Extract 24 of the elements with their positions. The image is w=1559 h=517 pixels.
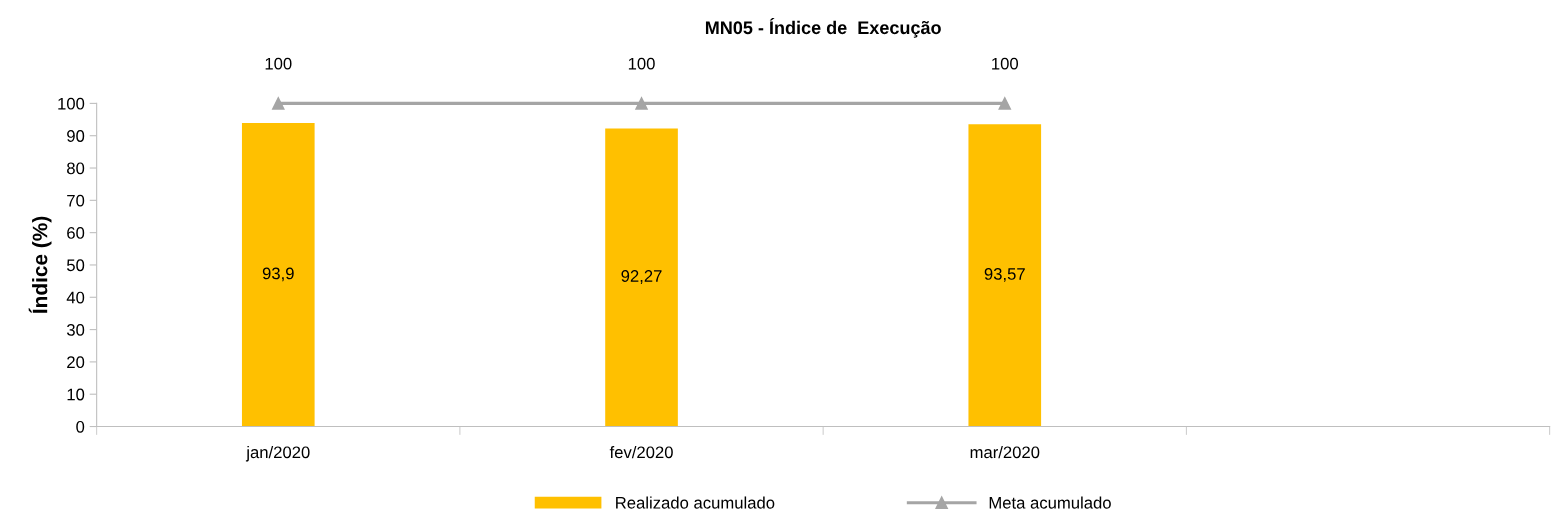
x-tick-label: jan/2020 (245, 445, 310, 462)
data-label: 93,9 (262, 267, 294, 282)
y-tick-label: 10 (67, 388, 85, 401)
y-tick-label: 20 (67, 356, 85, 369)
data-label: 92,27 (621, 270, 662, 284)
legend-label: Realizado acumulado (616, 496, 775, 509)
y-tick-label: 80 (67, 162, 85, 175)
y-tick-label: 90 (67, 130, 85, 142)
y-tick-label: 0 (76, 420, 85, 433)
y-tick-label: 30 (66, 323, 85, 336)
y-tick-label: 60 (67, 227, 85, 239)
x-tick-label: fev/2020 (609, 445, 673, 459)
y-tick-label: 40 (66, 291, 85, 304)
data-label: 100 (628, 57, 655, 70)
y-axis-title: Índice (%) (28, 216, 52, 314)
data-label: 93,57 (984, 268, 1025, 282)
y-tick-label: 100 (58, 97, 85, 110)
x-tick-label: mar/2020 (970, 445, 1040, 459)
data-label: 100 (265, 57, 292, 70)
chart-title: MN05 - Índice de Execução (705, 17, 941, 38)
y-tick-label: 70 (67, 194, 85, 207)
legend-label: Meta acumulado (989, 496, 1111, 509)
y-tick-label: 50 (66, 259, 85, 272)
data-label: 100 (992, 57, 1019, 70)
